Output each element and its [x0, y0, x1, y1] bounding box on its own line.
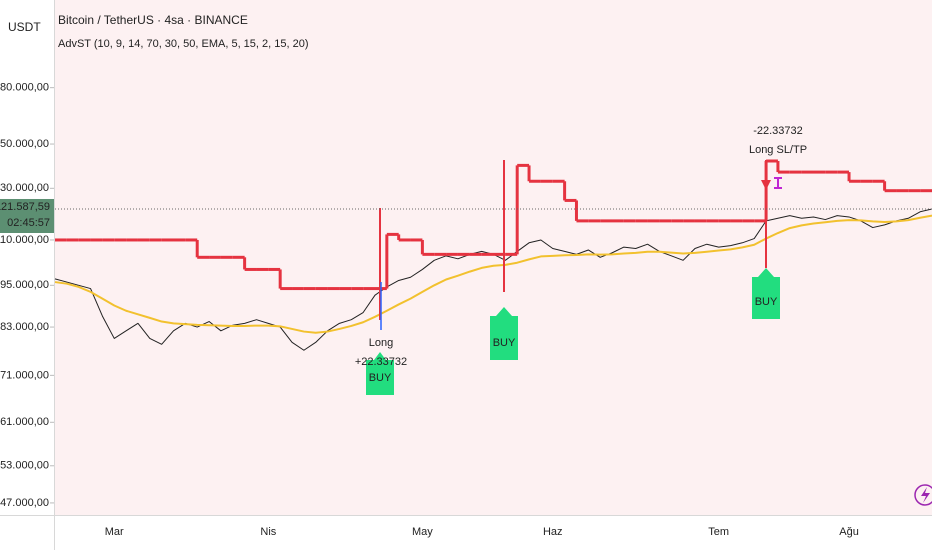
indicator-label: AdvST (10, 9, 14, 70, 30, 50, EMA, 5, 15…	[58, 38, 309, 50]
annotation: BUY	[493, 337, 516, 349]
last-price-box	[0, 198, 54, 233]
x-tick-label: Nis	[260, 526, 276, 538]
signals	[366, 160, 782, 395]
x-tick-label: Ağu	[839, 526, 859, 538]
y-axis-unit: USDT	[8, 20, 41, 34]
series-line	[54, 214, 932, 334]
arrow	[761, 180, 771, 190]
annotation: Long	[369, 337, 393, 349]
annotation: +22.33732	[355, 356, 407, 368]
annotation: BUY	[755, 296, 778, 308]
y-tick-label: 71.000,00	[0, 369, 49, 381]
x-tick-label: May	[412, 526, 433, 538]
y-tick-label: 110.000,00	[0, 234, 49, 246]
buy-label-box	[490, 307, 518, 360]
annotation: BUY	[369, 372, 392, 384]
lightning-icon[interactable]	[914, 484, 932, 506]
y-tick-label: 53.000,00	[0, 460, 49, 472]
lightning-glyph	[921, 487, 930, 503]
y-tick-label: 180.000,00	[0, 82, 49, 94]
y-tick-label: 95.000,00	[0, 279, 49, 291]
y-tick-label: 150.000,00	[0, 138, 49, 150]
annotation: -22.33732	[753, 125, 803, 137]
x-tick-label: Mar	[105, 526, 124, 538]
y-tick-label: 83.000,00	[0, 321, 49, 333]
x-tick-label: Haz	[543, 526, 563, 538]
annotation: Long SL/TP	[749, 144, 807, 156]
y-tick-label: 130.000,00	[0, 182, 49, 194]
x-tick-label: Tem	[708, 526, 729, 538]
plot-background	[55, 0, 932, 515]
y-tick-label: 47.000,00	[0, 497, 49, 509]
last-price-label: 121.587,59	[0, 201, 50, 213]
countdown: 02:45:57	[7, 217, 50, 229]
buy-label-box	[752, 268, 780, 319]
chart-title: Bitcoin / TetherUS · 4sa · BINANCE	[58, 13, 248, 27]
buy-label-box	[366, 352, 394, 395]
sl-marker	[774, 177, 782, 189]
y-tick-label: 61.000,00	[0, 416, 49, 428]
